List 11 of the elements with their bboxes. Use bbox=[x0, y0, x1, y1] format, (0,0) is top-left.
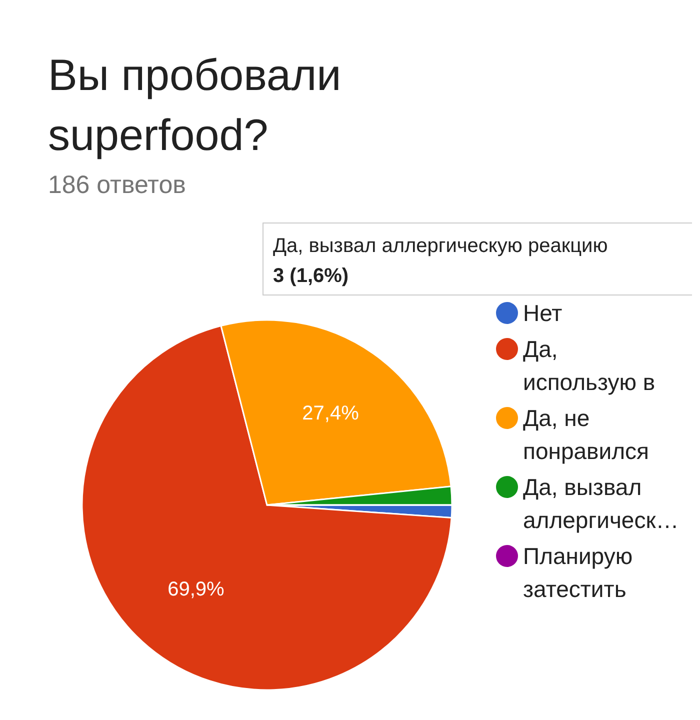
legend-label: Планирую затестить bbox=[523, 543, 633, 602]
data-label: 69,9% bbox=[168, 578, 225, 601]
chart-title: Вы пробовали superfood? bbox=[48, 51, 342, 160]
text: Да, вызвал аллергическую реакцию bbox=[273, 235, 608, 257]
legend-label: Да, использую в bbox=[523, 336, 656, 395]
chart-subtitle: 186 ответов bbox=[48, 171, 186, 199]
text: 3 (1,6%) bbox=[273, 265, 349, 287]
legend-label: Да, не понравился bbox=[523, 405, 649, 464]
legend-label: Нет bbox=[523, 300, 563, 326]
data-label: 27,4% bbox=[302, 402, 360, 424]
legend-label: Да, вызвал аллергическ… bbox=[523, 474, 679, 533]
